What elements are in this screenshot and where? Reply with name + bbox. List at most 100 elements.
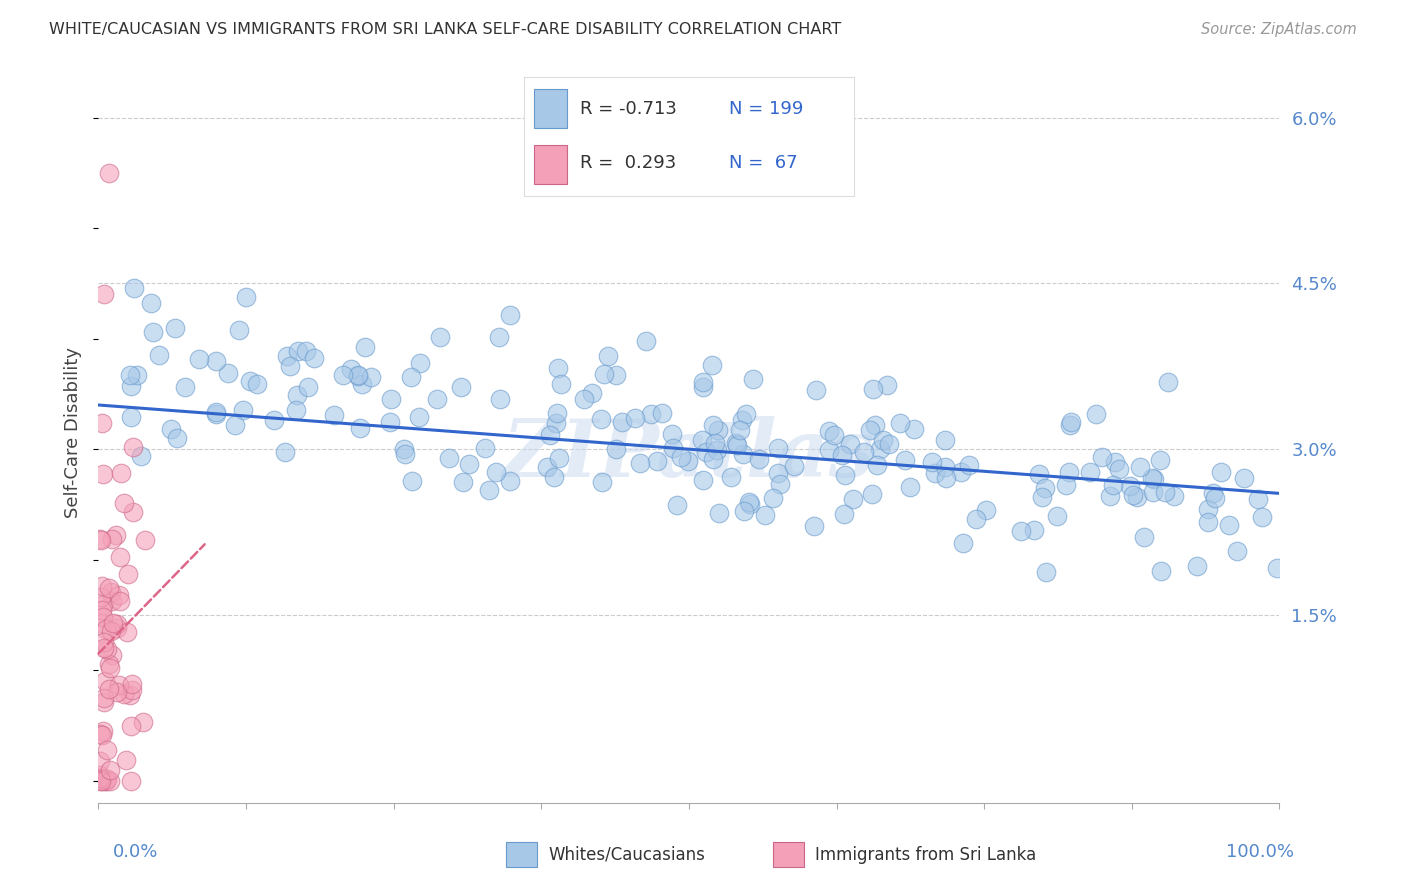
- Point: [804, 383, 827, 397]
- Text: 0.0%: 0.0%: [112, 843, 157, 861]
- Point: [550, 377, 572, 392]
- Point: [692, 380, 714, 394]
- Point: [596, 349, 619, 363]
- Point: [838, 436, 860, 450]
- Point: [100, 624, 122, 638]
- Point: [546, 416, 568, 430]
- Point: [1035, 565, 1057, 579]
- Point: [499, 308, 522, 322]
- Point: [720, 470, 742, 484]
- Point: [354, 340, 377, 354]
- Point: [89, 754, 111, 768]
- Point: [1265, 560, 1288, 574]
- Point: [101, 593, 124, 607]
- Point: [488, 392, 510, 406]
- Point: [93, 695, 115, 709]
- Point: [105, 617, 128, 632]
- Point: [782, 458, 804, 473]
- Point: [450, 380, 472, 394]
- Point: [451, 475, 474, 489]
- Point: [536, 459, 558, 474]
- Point: [1104, 455, 1126, 469]
- Point: [105, 528, 128, 542]
- Point: [702, 417, 724, 432]
- Point: [105, 685, 128, 699]
- Point: [1154, 485, 1177, 500]
- Point: [129, 449, 152, 463]
- Point: [166, 431, 188, 445]
- Point: [924, 466, 946, 480]
- Point: [174, 380, 197, 394]
- Point: [676, 454, 699, 468]
- Point: [707, 424, 730, 438]
- Point: [204, 408, 226, 422]
- Point: [869, 442, 891, 457]
- Point: [1084, 407, 1107, 421]
- Point: [112, 495, 135, 509]
- Point: [823, 428, 845, 442]
- Point: [1118, 479, 1140, 493]
- Point: [738, 497, 761, 511]
- Point: [1133, 530, 1156, 544]
- Point: [669, 450, 692, 464]
- Point: [284, 403, 307, 417]
- Point: [1142, 471, 1164, 485]
- Point: [246, 376, 269, 391]
- Point: [1150, 564, 1173, 578]
- Point: [661, 427, 683, 442]
- Point: [117, 567, 139, 582]
- Point: [1197, 502, 1219, 516]
- Point: [120, 773, 142, 788]
- Point: [478, 483, 501, 497]
- Point: [860, 487, 883, 501]
- Point: [842, 492, 865, 507]
- Point: [474, 441, 496, 455]
- Point: [239, 374, 262, 388]
- Point: [1028, 467, 1050, 482]
- Point: [287, 388, 309, 402]
- Point: [235, 290, 257, 304]
- Point: [110, 550, 132, 565]
- Point: [360, 370, 382, 384]
- Point: [98, 681, 121, 696]
- Point: [1226, 544, 1249, 558]
- Point: [1091, 450, 1114, 465]
- Point: [498, 474, 520, 488]
- Point: [120, 410, 142, 425]
- Point: [748, 452, 770, 467]
- Point: [976, 503, 998, 517]
- Point: [429, 330, 451, 344]
- Point: [818, 442, 841, 457]
- Point: [94, 773, 117, 788]
- Point: [695, 444, 717, 458]
- Point: [949, 465, 972, 479]
- Point: [160, 422, 183, 436]
- Point: [1010, 524, 1032, 538]
- Point: [1060, 415, 1083, 429]
- Point: [408, 410, 430, 425]
- Point: [426, 392, 449, 407]
- Point: [1126, 490, 1149, 504]
- Point: [766, 441, 789, 455]
- Point: [101, 532, 124, 546]
- Point: [1035, 481, 1057, 495]
- Point: [121, 683, 143, 698]
- Point: [1122, 487, 1144, 501]
- Point: [894, 452, 917, 467]
- Point: [1149, 453, 1171, 467]
- Point: [347, 369, 370, 384]
- Point: [141, 295, 163, 310]
- Point: [96, 622, 118, 636]
- Point: [205, 354, 228, 368]
- Point: [889, 416, 911, 430]
- Point: [142, 325, 165, 339]
- Point: [89, 727, 111, 741]
- Point: [90, 773, 112, 788]
- Point: [636, 334, 658, 349]
- Point: [832, 507, 855, 521]
- Point: [934, 433, 956, 447]
- Point: [409, 356, 432, 370]
- Point: [112, 687, 135, 701]
- Point: [101, 616, 124, 631]
- Point: [93, 691, 115, 706]
